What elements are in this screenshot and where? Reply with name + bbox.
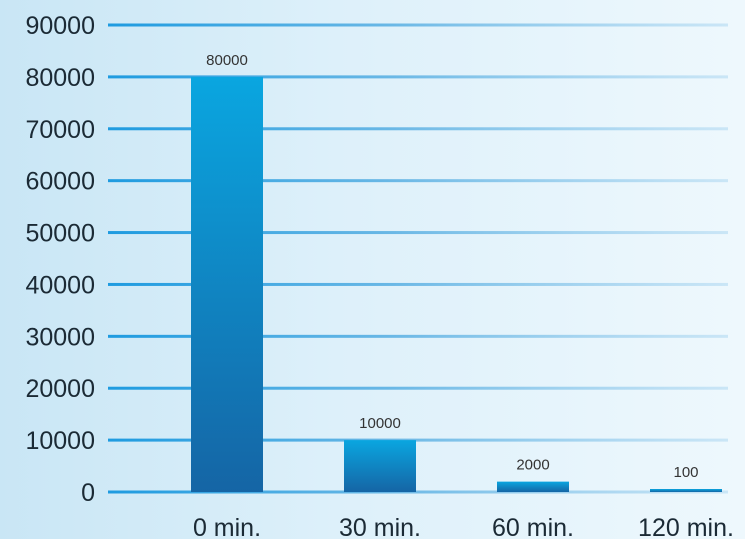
y-tick-label: 20000 bbox=[25, 375, 95, 403]
bar bbox=[191, 76, 263, 492]
y-tick-label: 80000 bbox=[25, 64, 95, 92]
bar bbox=[650, 489, 722, 492]
y-tick-label: 40000 bbox=[25, 271, 95, 299]
gridline bbox=[108, 179, 728, 183]
bar-value-label: 80000 bbox=[206, 52, 248, 69]
data-labels: 80000 10000 2000 100 bbox=[206, 52, 698, 481]
y-tick-label: 10000 bbox=[25, 427, 95, 455]
gridlines bbox=[108, 23, 728, 494]
gridline bbox=[108, 23, 728, 27]
gridline bbox=[108, 231, 728, 235]
y-tick-label: 70000 bbox=[25, 116, 95, 144]
y-tick-label: 50000 bbox=[25, 220, 95, 248]
bar bbox=[497, 481, 569, 492]
y-tick-label: 30000 bbox=[25, 323, 95, 351]
x-tick-label: 120 min. bbox=[638, 514, 734, 539]
gridline bbox=[108, 490, 728, 494]
gridline bbox=[108, 334, 728, 338]
x-tick-label: 30 min. bbox=[339, 514, 421, 539]
bar-value-label: 100 bbox=[673, 464, 698, 481]
y-axis-ticks: 0 10000 20000 30000 40000 50000 60000 70000 8000… bbox=[25, 12, 95, 507]
bar-value-label: 2000 bbox=[516, 457, 549, 474]
x-axis-ticks: 0 min. 30 min. 60 min. 120 min. bbox=[193, 514, 734, 539]
y-tick-label: 0 bbox=[81, 479, 95, 507]
y-tick-label: 90000 bbox=[25, 12, 95, 40]
gridline bbox=[108, 386, 728, 390]
y-tick-label: 60000 bbox=[25, 168, 95, 196]
bar-value-label: 10000 bbox=[359, 415, 401, 432]
gridline bbox=[108, 127, 728, 131]
gridline bbox=[108, 438, 728, 442]
gridline bbox=[108, 282, 728, 286]
gridline bbox=[108, 75, 728, 79]
x-tick-label: 0 min. bbox=[193, 514, 261, 539]
x-tick-label: 60 min. bbox=[492, 514, 574, 539]
bars bbox=[191, 76, 722, 492]
bar bbox=[344, 440, 416, 492]
